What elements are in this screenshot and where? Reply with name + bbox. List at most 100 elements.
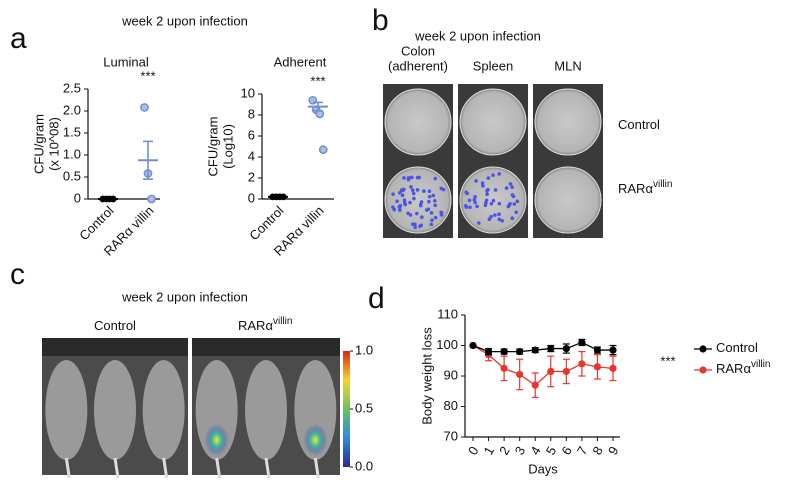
y-tick-label: 110 xyxy=(437,306,458,321)
colony xyxy=(408,213,413,217)
x-tick-label: 3 xyxy=(512,444,529,458)
group-label-base: RARα xyxy=(238,318,273,333)
legend-label-base: RARα xyxy=(716,361,751,376)
colony xyxy=(489,201,494,206)
colony xyxy=(484,201,488,205)
group-label: RARαvillin xyxy=(238,316,292,334)
colony xyxy=(433,176,438,181)
tail xyxy=(113,457,120,479)
point xyxy=(500,348,508,356)
y-tick-label: 70 xyxy=(444,428,458,443)
colony xyxy=(391,205,395,209)
colony xyxy=(510,193,515,197)
y-tick-label: 0 xyxy=(248,190,255,205)
mouse xyxy=(45,360,88,460)
colony xyxy=(431,193,436,198)
point xyxy=(516,348,524,356)
series-line xyxy=(472,344,614,386)
colony xyxy=(481,183,485,188)
x-axis-label: Days xyxy=(528,461,558,476)
point xyxy=(147,194,156,204)
row-label-base: Control xyxy=(618,117,660,132)
point xyxy=(318,145,328,154)
colony xyxy=(514,210,519,215)
annotation: *** xyxy=(310,73,325,88)
colony xyxy=(415,188,420,192)
colony xyxy=(412,196,416,201)
colony xyxy=(439,186,444,191)
legend-label-superscript: villin xyxy=(751,359,770,370)
colony xyxy=(409,175,414,180)
colony xyxy=(422,189,426,193)
point xyxy=(500,364,508,372)
colony xyxy=(510,216,515,220)
colony xyxy=(497,172,501,176)
x-tick-label: 2 xyxy=(496,444,513,458)
colony xyxy=(472,197,477,202)
colony xyxy=(418,202,423,207)
column-label: Spleen xyxy=(473,58,513,73)
row-label: RARαvillin xyxy=(618,179,672,197)
tail xyxy=(313,457,320,479)
plate xyxy=(384,88,452,156)
colony xyxy=(419,200,424,204)
colony xyxy=(433,215,438,220)
y-axis-label: (Log10) xyxy=(220,124,235,169)
tail xyxy=(162,457,169,479)
point xyxy=(562,367,570,376)
colony xyxy=(497,217,502,222)
point xyxy=(562,344,570,353)
y-axis-label: CFU/gram xyxy=(31,114,46,174)
colony xyxy=(504,186,509,190)
tail xyxy=(264,457,271,479)
colony xyxy=(399,188,404,192)
colony xyxy=(429,211,434,215)
y-tick-label: 4 xyxy=(248,148,255,163)
point xyxy=(531,346,539,354)
colony xyxy=(424,208,429,212)
point xyxy=(578,360,586,368)
plate xyxy=(534,166,602,234)
colony xyxy=(487,217,492,222)
point xyxy=(578,338,586,347)
point xyxy=(593,346,602,354)
point xyxy=(484,348,493,356)
panel-label: b xyxy=(372,4,389,37)
y-tick-label: 6 xyxy=(248,127,255,142)
cage xyxy=(192,338,340,356)
colony xyxy=(500,218,504,223)
colony xyxy=(485,192,489,197)
colony xyxy=(512,202,517,206)
legend-marker xyxy=(699,345,707,353)
row-label: Control xyxy=(618,117,660,132)
colony xyxy=(430,218,434,223)
colony xyxy=(515,199,520,204)
y-axis-label: CFU/gram xyxy=(205,117,220,177)
colony xyxy=(474,179,478,183)
x-tick-label: 0 xyxy=(465,444,482,458)
colony xyxy=(464,190,469,195)
colorbar xyxy=(343,351,350,467)
colony xyxy=(427,199,431,204)
colony xyxy=(439,213,444,217)
y-tick-label: 8 xyxy=(248,106,255,121)
y-tick-label: 10 xyxy=(241,85,255,100)
column-label: Colon xyxy=(401,43,435,58)
x-tick-label: 9 xyxy=(605,444,622,458)
y-tick-label: 80 xyxy=(444,398,458,413)
point xyxy=(547,367,555,376)
annotation: *** xyxy=(140,68,155,83)
colony xyxy=(391,192,395,196)
colony xyxy=(402,200,407,205)
colony xyxy=(408,200,412,205)
colorbar-tick-label: 1.0 xyxy=(355,342,373,357)
y-tick-label: 2.0 xyxy=(63,102,81,117)
y-tick-label: 2 xyxy=(248,169,255,184)
colony xyxy=(477,221,481,225)
colony xyxy=(406,176,411,180)
colony xyxy=(497,212,501,217)
group-label: Control xyxy=(94,318,136,333)
y-tick-label: 0 xyxy=(74,190,81,205)
panel-label: c xyxy=(10,258,25,291)
colony xyxy=(413,222,417,227)
